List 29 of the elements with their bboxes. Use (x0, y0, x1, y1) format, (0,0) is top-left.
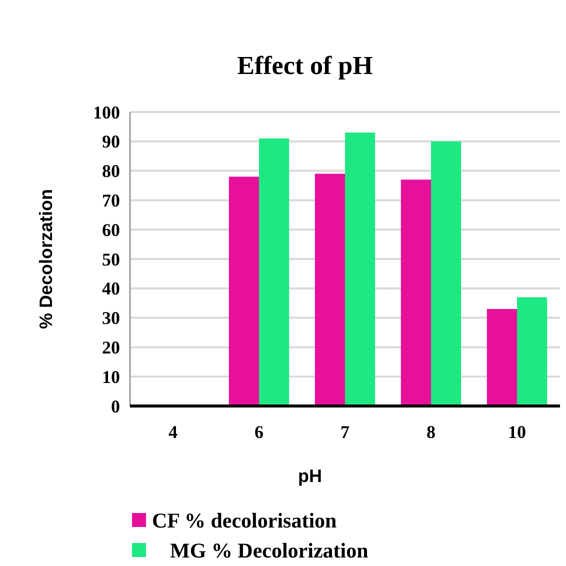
x-axis-title: pH (298, 466, 322, 486)
y-tick-label: 80 (102, 161, 120, 182)
y-tick-label: 90 (102, 132, 120, 152)
y-tick-label: 100 (93, 102, 120, 122)
bar (314, 174, 345, 406)
bar (517, 297, 548, 406)
x-tick-label: 6 (254, 422, 264, 442)
bar (486, 308, 517, 406)
chart-title: Effect of pH (237, 51, 373, 80)
y-tick-label: 10 (102, 366, 120, 387)
y-tick-label: 20 (102, 338, 120, 358)
bar (345, 132, 376, 406)
x-tick-label: 7 (340, 422, 350, 442)
y-tick-label: 0 (111, 396, 120, 416)
y-tick-label: 40 (102, 278, 120, 299)
y-tick-label: 60 (102, 220, 120, 240)
bar (400, 180, 431, 406)
bar (431, 141, 462, 406)
y-tick-label: 70 (102, 190, 120, 210)
y-tick-label: 50 (102, 249, 120, 270)
bar (228, 176, 259, 406)
x-tick-label: 8 (426, 422, 436, 442)
bar (259, 138, 290, 406)
legend-label: MG % Decolorization (170, 538, 369, 562)
legend-label: CF % decolorisation (152, 508, 338, 532)
x-tick-label: 10 (508, 422, 526, 442)
x-tick-label: 4 (168, 422, 178, 442)
y-tick-label: 30 (102, 308, 120, 328)
y-axis-title: % Decolorzation (36, 188, 56, 330)
